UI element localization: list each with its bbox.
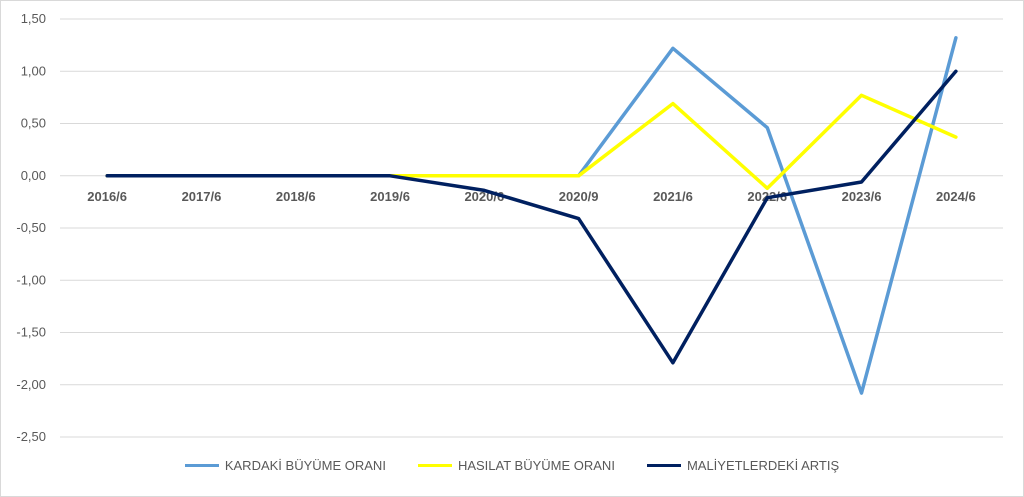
x-tick-label: 2017/6 <box>182 189 222 204</box>
legend-item: HASILAT BÜYÜME ORANI <box>417 458 615 473</box>
y-tick-label: 1,50 <box>21 11 46 26</box>
x-tick-label: 2020/9 <box>559 189 599 204</box>
y-tick-label: -1,00 <box>16 272 46 287</box>
y-tick-label: 0,00 <box>21 168 46 183</box>
legend-swatch <box>646 464 681 467</box>
x-tick-label: 2019/6 <box>370 189 410 204</box>
series-line-3 <box>105 69 958 365</box>
legend-label: KARDAKİ BÜYÜME ORANI <box>224 458 386 473</box>
x-tick-label: 2018/6 <box>276 189 316 204</box>
y-tick-label: -1,50 <box>16 325 46 340</box>
x-tick-label: 2023/6 <box>842 189 882 204</box>
x-tick-label: 2016/6 <box>87 189 127 204</box>
legend-label: HASILAT BÜYÜME ORANI <box>457 458 615 473</box>
x-tick-label: 2024/6 <box>936 189 976 204</box>
legend-swatch <box>417 464 452 467</box>
x-tick-label: 2021/6 <box>653 189 693 204</box>
legend-swatch <box>184 464 219 467</box>
y-tick-label: -0,50 <box>16 220 46 235</box>
legend-item: MALİYETLERDEKİ ARTIŞ <box>646 458 840 473</box>
series-line-1 <box>105 36 958 395</box>
y-tick-label: -2,50 <box>16 429 46 444</box>
y-tick-label: 1,00 <box>21 63 46 78</box>
chart-legend: KARDAKİ BÜYÜME ORANI HASILAT BÜYÜME ORANI… <box>0 458 1024 473</box>
legend-label: MALİYETLERDEKİ ARTIŞ <box>686 458 840 473</box>
y-tick-label: -2,00 <box>16 377 46 392</box>
legend-item: KARDAKİ BÜYÜME ORANI <box>184 458 386 473</box>
y-tick-label: 0,50 <box>21 116 46 131</box>
